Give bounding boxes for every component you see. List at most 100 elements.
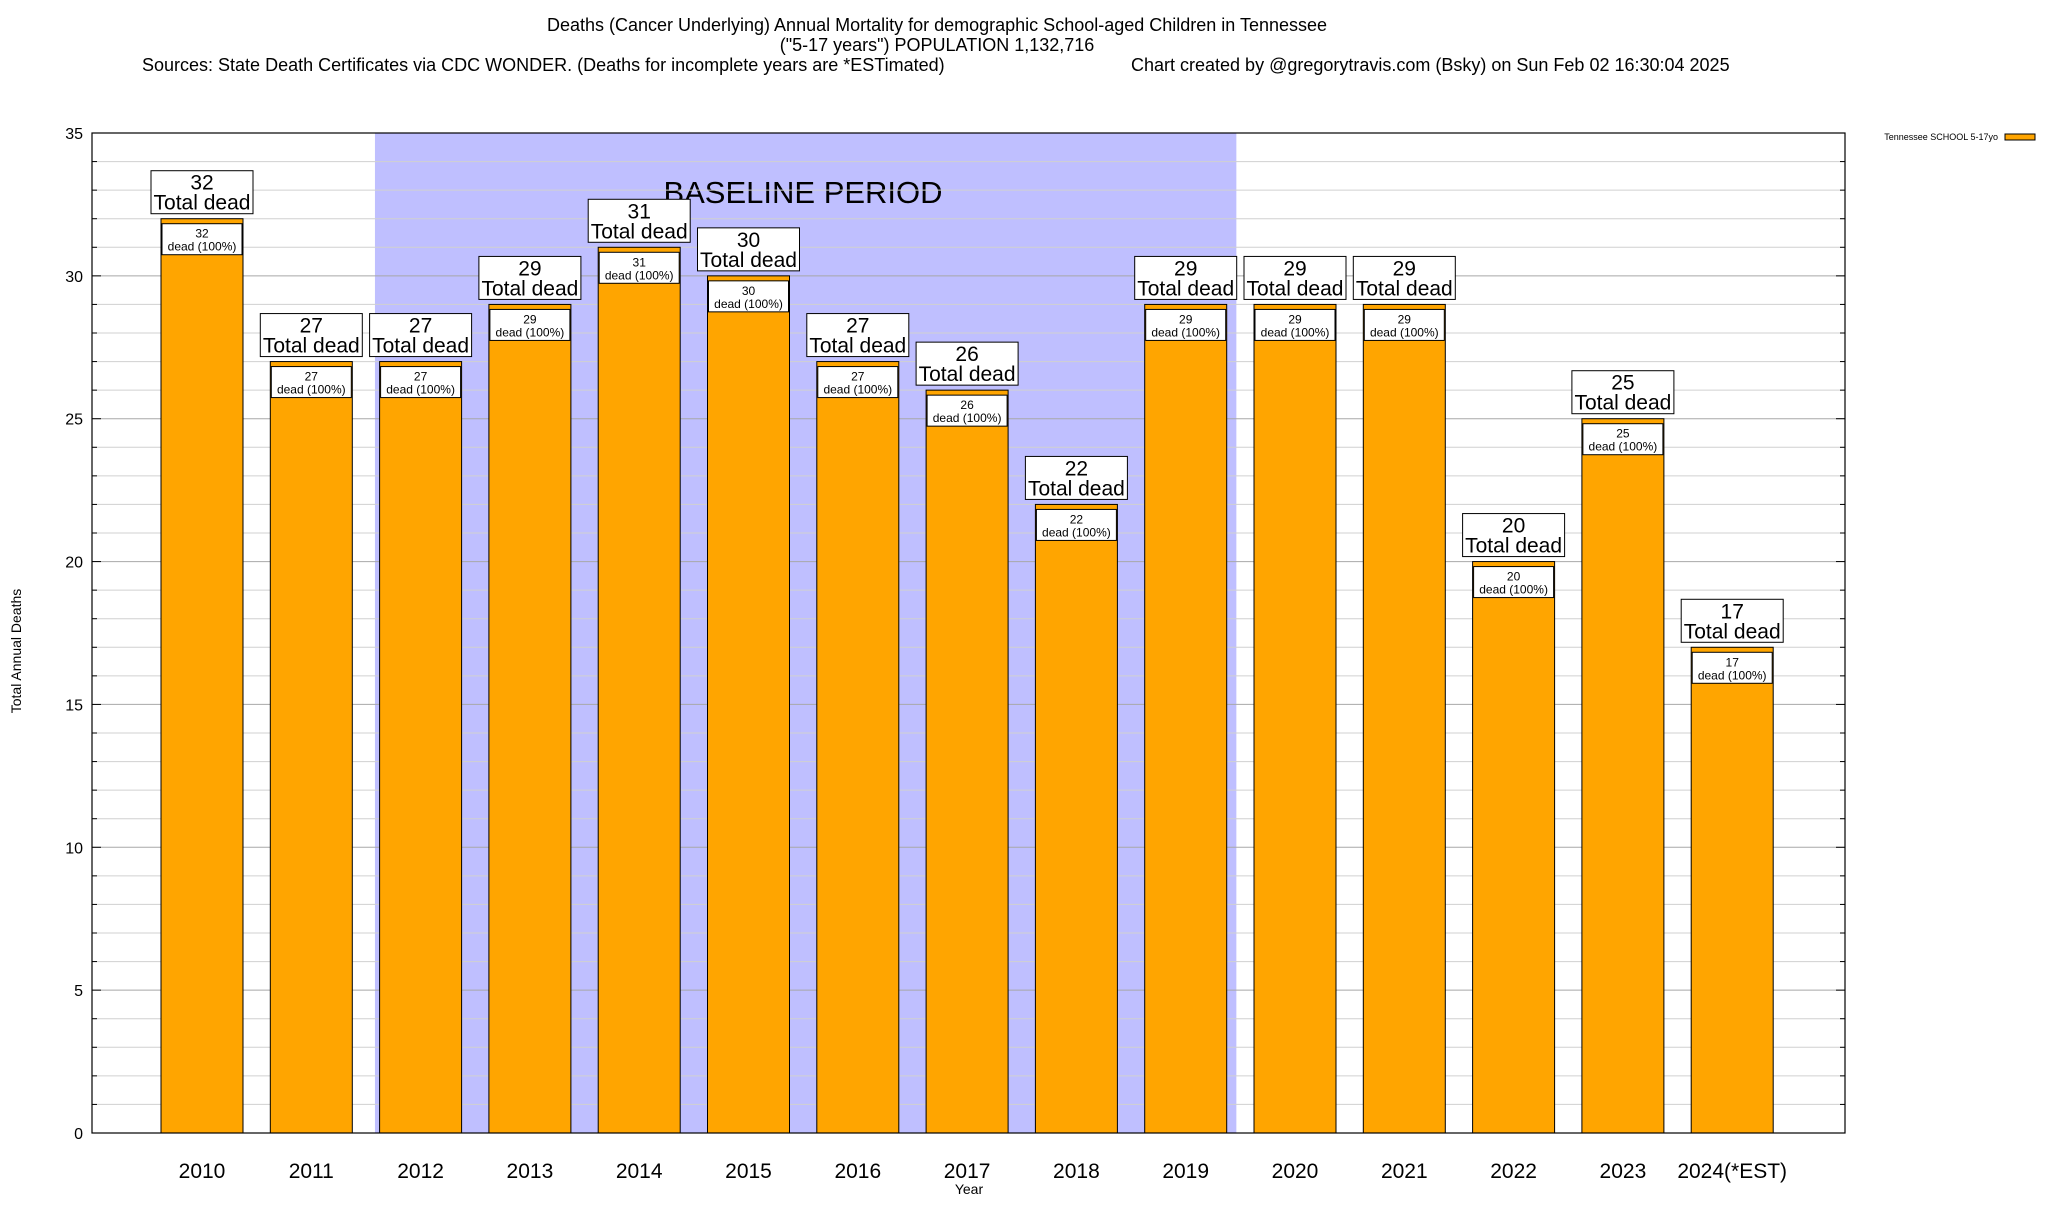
- bar-inner-label: dead (100%): [1370, 325, 1439, 339]
- bar-total-label-box: [587, 198, 691, 243]
- x-tick-label: 2011: [289, 1160, 334, 1183]
- header-layer: Deaths (Cancer Underlying) Annual Mortal…: [8, 15, 2036, 1197]
- bar-total-label: Total dead: [1247, 277, 1344, 300]
- y-tick-label: 15: [65, 697, 83, 714]
- axes-layer: 2010 2011 2012 2013 2014 2015 2016 2017 2018 2019…: [65, 126, 1846, 1183]
- bar-total-label: Total dead: [481, 277, 578, 300]
- bar-total-label-box: [915, 341, 1019, 386]
- bar: [1690, 646, 1774, 1134]
- bar-total-value: 27: [409, 315, 432, 338]
- bar-inner-label-box: [598, 251, 680, 284]
- bar-total-label-box: [259, 313, 363, 358]
- y-tick-label: 20: [65, 555, 83, 572]
- x-tick-label: 2019: [1162, 1160, 1209, 1183]
- chart-source: Sources: State Death Certificates via CD…: [142, 55, 945, 75]
- bar-total-value: 29: [518, 257, 541, 280]
- bar-inner-label: dead (100%): [168, 240, 237, 254]
- bar-inner-label: dead (100%): [386, 383, 455, 397]
- x-tick-label: 2024(*EST): [1677, 1160, 1787, 1183]
- bar-inner-label-box: [380, 366, 462, 399]
- bar-inner-value: 26: [960, 398, 974, 412]
- x-tick-label: 2016: [834, 1160, 881, 1183]
- bar-total-label-box: [806, 313, 910, 358]
- bar-inner-value: 20: [1507, 570, 1521, 584]
- bar-inner-value: 29: [1179, 312, 1193, 326]
- bar-total-label-box: [1243, 255, 1347, 300]
- x-axis-label: Year: [955, 1181, 984, 1197]
- bar-total-label-box: [150, 170, 254, 215]
- bar-total-label: Total dead: [372, 335, 469, 358]
- bar-total-label: Total dead: [1465, 535, 1562, 558]
- y-tick-label: 5: [74, 983, 83, 1000]
- bar-inner-label-box: [926, 394, 1008, 427]
- bar: [707, 275, 790, 1134]
- bar-inner-label: dead (100%): [1589, 440, 1658, 454]
- bar: [1581, 418, 1665, 1134]
- x-tick-label: 2015: [725, 1160, 772, 1183]
- baseline-label: BASELINE PERIOD: [663, 175, 942, 210]
- bar-total-value: 17: [1721, 600, 1744, 623]
- bar-inner-label: dead (100%): [714, 297, 783, 311]
- y-tick-label: 25: [65, 412, 83, 429]
- bar-inner-label: dead (100%): [1698, 668, 1767, 682]
- y-tick-label: 0: [74, 1126, 83, 1143]
- bar-inner-value: 27: [414, 370, 428, 384]
- bar-total-label-box: [697, 227, 800, 272]
- bar: [925, 389, 1009, 1134]
- x-tick-label: 2013: [507, 1160, 554, 1183]
- bar-inner-label-box: [1473, 566, 1555, 599]
- bar-inner-label-box: [1691, 651, 1773, 684]
- bar-total-value: 27: [300, 315, 323, 338]
- bar-inner-value: 32: [195, 227, 209, 241]
- bar-inner-value: 25: [1616, 427, 1630, 441]
- x-tick-label: 2022: [1490, 1160, 1537, 1183]
- bar-inner-label-box: [270, 366, 352, 399]
- bar-inner-label-box: [1363, 308, 1445, 341]
- bar-total-value: 29: [1174, 257, 1197, 280]
- bar-total-value: 29: [1283, 257, 1306, 280]
- bar-total-label: Total dead: [591, 220, 688, 243]
- bar-total-value: 30: [737, 229, 760, 252]
- bar-total-label: Total dead: [1356, 277, 1453, 300]
- bar-inner-label-box: [817, 366, 899, 399]
- x-tick-label: 2020: [1272, 1160, 1319, 1183]
- x-tick-label: 2017: [944, 1160, 991, 1183]
- bar-inner-label: dead (100%): [605, 268, 674, 282]
- bar-inner-label: dead (100%): [496, 325, 565, 339]
- bar-inner-value: 29: [523, 312, 537, 326]
- bar-total-label-box: [1024, 455, 1128, 500]
- bar-total-value: 26: [955, 343, 978, 366]
- bar: [1472, 561, 1556, 1134]
- bar-total-label: Total dead: [1574, 392, 1671, 415]
- bar-inner-value: 22: [1070, 512, 1084, 526]
- chart-subtitle: ("5-17 years") POPULATION 1,132,716: [780, 35, 1095, 55]
- bar-total-label-box: [1462, 513, 1566, 558]
- legend-swatch: [2004, 133, 2036, 141]
- x-tick-label: 2012: [397, 1160, 444, 1183]
- bar-total-label: Total dead: [919, 363, 1016, 386]
- bar-inner-label-box: [708, 280, 789, 313]
- bar: [1253, 303, 1337, 1134]
- bar-total-label-box: [1571, 370, 1675, 415]
- bar-total-label-box: [1352, 255, 1456, 300]
- bar-total-label: Total dead: [809, 335, 906, 358]
- bar-inner-value: 31: [633, 255, 647, 269]
- bar-inner-label-box: [161, 223, 243, 256]
- bar: [816, 361, 900, 1134]
- bar: [160, 218, 244, 1134]
- y-tick-label: 10: [65, 840, 83, 857]
- bar-inner-label-box: [1145, 308, 1227, 341]
- bar-inner-label: dead (100%): [933, 411, 1002, 425]
- chart-title: Deaths (Cancer Underlying) Annual Mortal…: [547, 15, 1327, 35]
- x-tick-label: 2018: [1053, 1160, 1100, 1183]
- bar-total-label-box: [478, 255, 582, 300]
- bar-inner-value: 17: [1726, 655, 1740, 669]
- bar-total-label: Total dead: [154, 192, 251, 215]
- bar-inner-label: dead (100%): [1151, 325, 1220, 339]
- bar-total-value: 22: [1065, 457, 1088, 480]
- bar-inner-value: 29: [1398, 312, 1412, 326]
- bar-total-label-box: [1134, 255, 1238, 300]
- chart-credit: Chart created by @gregorytravis.com (Bsk…: [1131, 55, 1730, 75]
